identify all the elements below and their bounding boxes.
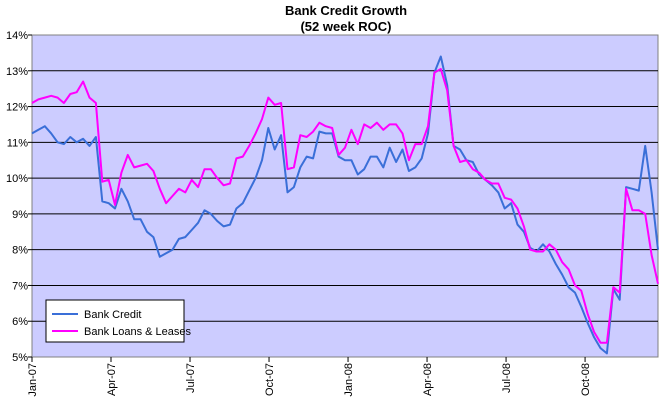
y-tick-label: 10% [6,173,28,185]
x-tick-label: Jul-08 [501,363,513,393]
x-tick-label: Jan-07 [27,363,39,397]
x-axis: Jan-07 Apr-07 Jul-07 Oct-07 Jan-08 Apr-08 Jul-… [27,357,592,397]
x-tick-label: Jan-08 [343,363,355,397]
y-tick-label: 11% [7,137,28,149]
y-tick-label: 8% [12,245,28,257]
y-tick-label: 14% [6,30,28,42]
y-tick-label: 7% [12,280,28,292]
x-tick-label: Apr-07 [106,363,118,396]
chart-subtitle: (52 week ROC) [300,19,391,34]
y-tick-label: 13% [6,66,28,78]
legend-label-bank-credit: Bank Credit [84,309,141,321]
series-line-bank-credit [31,55,659,355]
series-line-bank-loans-leases [31,68,659,344]
y-tick-label: 12% [6,102,28,114]
legend: Bank Credit Bank Loans & Leases [45,299,192,343]
x-tick-label: Apr-08 [422,363,434,396]
legend-label-bank-loans-leases: Bank Loans & Leases [84,326,192,338]
y-axis: 5% 6% 7% 8% 9% 10% 11% 12% 13% 14% [6,30,32,364]
series-lines [31,55,659,355]
y-tick-label: 6% [12,316,28,328]
chart-title: Bank Credit Growth [285,3,407,18]
x-tick-label: Oct-07 [264,363,276,396]
x-tick-label: Jul-07 [185,363,197,393]
y-tick-label: 9% [12,209,28,221]
x-tick-label: Oct-08 [580,363,592,396]
y-tick-label: 5% [12,352,28,364]
legend-box [45,299,185,343]
